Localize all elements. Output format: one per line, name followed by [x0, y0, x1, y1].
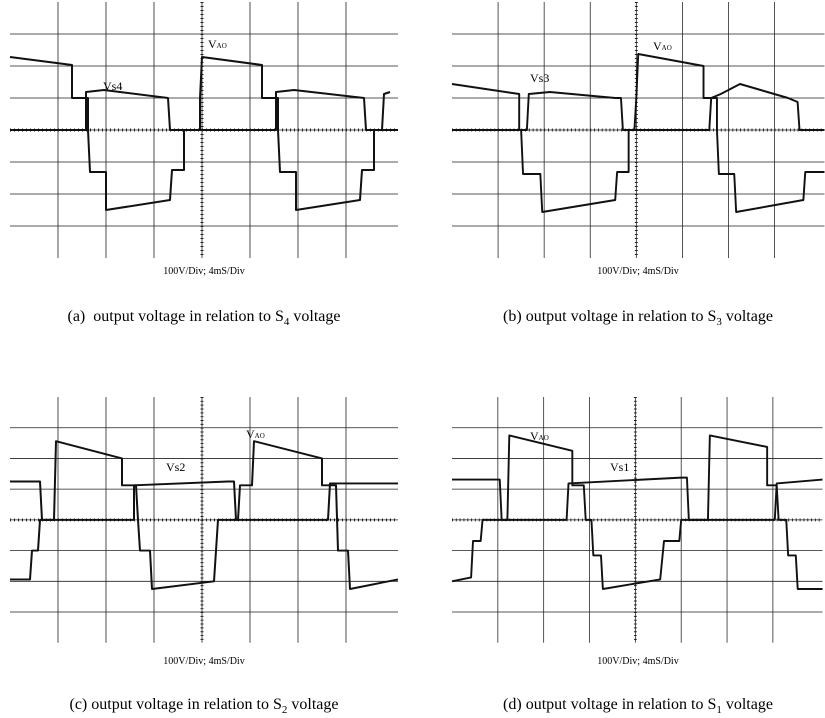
vs-label: Vs3 [530, 71, 549, 85]
caption: (d) output voltage in relation to S1 vol… [503, 696, 773, 713]
vs-label: Vs4 [103, 79, 122, 93]
caption-text: (b) output voltage in relation to S [503, 308, 716, 325]
caption-text: voltage [722, 308, 773, 325]
caption-text: (a) output voltage in relation to S [68, 308, 284, 325]
scope-panel [452, 397, 823, 643]
scale-label: 100V/Div; 4mS/Div [163, 656, 244, 667]
caption-text: voltage [722, 696, 773, 713]
vs-trace [10, 481, 398, 519]
vao-label: VAO [653, 39, 672, 53]
label-sub: AO [255, 432, 265, 440]
vao-trace [452, 54, 824, 212]
vao-trace [10, 441, 398, 589]
scale-label: 100V/Div; 4mS/Div [597, 266, 678, 277]
scale-label: 100V/Div; 4mS/Div [597, 656, 678, 667]
label-main: V [653, 39, 662, 53]
caption-text: (c) output voltage in relation to S [70, 696, 282, 713]
vs-label: Vs2 [166, 460, 185, 474]
label-sub: AO [662, 44, 672, 52]
label-main: V [530, 429, 539, 443]
caption: (c) output voltage in relation to S2 vol… [70, 696, 339, 713]
caption: (a) output voltage in relation to S4 vol… [68, 308, 341, 328]
label-sub: AO [217, 42, 227, 50]
vao-label: VAO [208, 37, 227, 51]
caption-text: voltage [287, 696, 338, 713]
label-main: V [246, 427, 255, 441]
vs-trace [452, 84, 824, 130]
caption-text: (d) output voltage in relation to S [503, 696, 716, 713]
vao-label: VAO [530, 429, 549, 443]
vao-label: VAO [246, 427, 265, 441]
label-main: V [208, 37, 217, 51]
vs-label: Vs1 [610, 460, 629, 474]
vao-trace [10, 57, 398, 210]
scope-panel [10, 397, 398, 643]
caption-text: voltage [289, 308, 340, 325]
caption: (b) output voltage in relation to S3 vol… [503, 308, 773, 328]
scale-label: 100V/Div; 4mS/Div [163, 266, 244, 277]
figure: VAO Vs4 VAO Vs3 VAO Vs2 VAO Vs1 100V/Div… [0, 0, 825, 713]
scope-panel [452, 2, 824, 258]
label-sub: AO [539, 434, 549, 442]
scope-panel [10, 2, 398, 258]
